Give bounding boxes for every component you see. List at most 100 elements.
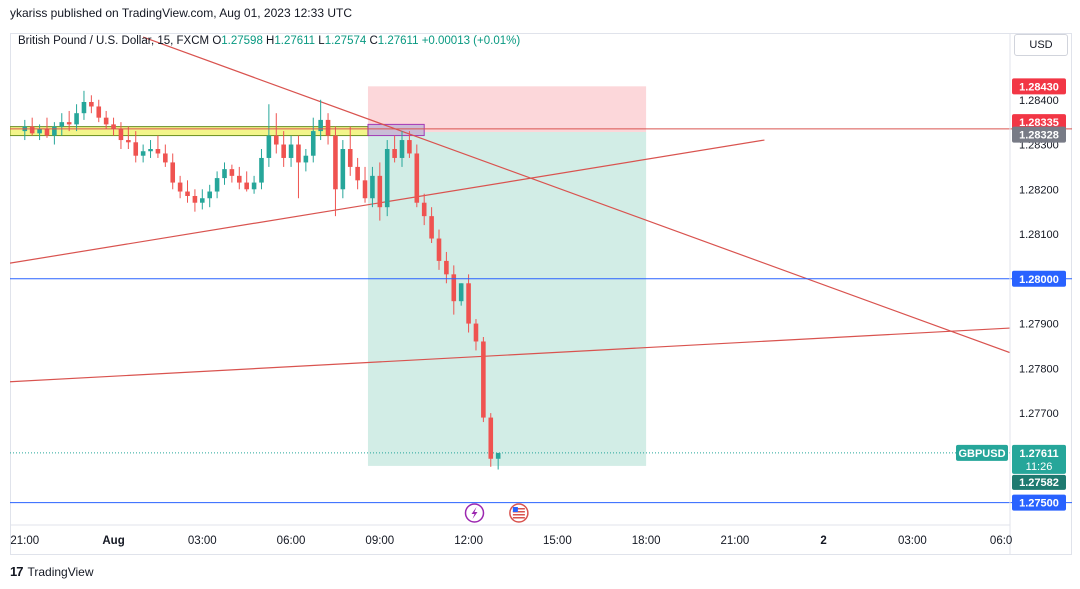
candle-body-15 [133, 142, 139, 156]
candle-17 [148, 140, 153, 158]
candle-body-44 [347, 149, 353, 167]
candle-61 [473, 319, 479, 351]
candle-body-61 [473, 323, 479, 342]
trendline-2 [142, 36, 1010, 354]
us-flag-icon[interactable] [509, 503, 529, 523]
candle-body-36 [288, 144, 294, 158]
candle-body-58 [451, 274, 457, 302]
candle-22 [185, 180, 190, 203]
x-tick-label-4: 09:00 [365, 535, 394, 547]
candle-body-27 [222, 169, 227, 179]
candle-19 [163, 144, 168, 167]
price-label-bg-3 [1012, 270, 1066, 287]
us-flag-stripe-3 [512, 517, 525, 519]
candle-body-37 [296, 144, 301, 163]
candle-23 [192, 189, 198, 212]
candle-36 [288, 135, 294, 167]
candle-body-53 [414, 153, 420, 203]
candle-body-1 [29, 126, 35, 134]
symbol-tag-bg [956, 444, 1008, 461]
price-label-text-4: 1.27500 [1019, 498, 1059, 510]
candle-body-41 [325, 119, 331, 136]
candle-body-22 [185, 191, 190, 196]
x-tick-label-6: 15:00 [543, 535, 572, 547]
y-tick-label-4: 1.27900 [1019, 319, 1059, 331]
lightning-icon-bolt [471, 507, 478, 519]
candle-47 [370, 166, 375, 208]
x-tick-label-1: Aug [102, 535, 124, 547]
x-tick-label-7: 18:00 [632, 535, 661, 547]
candle-body-4 [52, 126, 57, 136]
candle-body-50 [392, 149, 397, 158]
candle-38 [303, 149, 309, 172]
candle-34 [273, 113, 279, 154]
candle-0 [22, 119, 28, 141]
candle-48 [377, 162, 383, 221]
candle-body-40 [318, 119, 323, 132]
candle-42 [333, 126, 338, 217]
lightning-icon[interactable] [464, 503, 485, 523]
current-price-bg [1012, 444, 1066, 474]
candle-body-10 [96, 106, 102, 118]
candle-13 [118, 122, 124, 149]
candle-2 [37, 124, 42, 141]
candle-body-59 [458, 283, 464, 302]
candle-body-5 [59, 122, 65, 127]
candle-60 [466, 274, 471, 333]
price-label-4: 1.27500 [1012, 494, 1066, 511]
candle-7 [74, 104, 79, 132]
candle-31 [251, 175, 257, 194]
entry-box [367, 123, 425, 137]
legend-high-label: H [266, 35, 275, 47]
x-tick-label-2: 03:00 [188, 535, 217, 547]
candle-body-12 [111, 124, 116, 129]
legend-close-label: C [369, 35, 378, 47]
candle-6 [66, 110, 72, 132]
legend-close: 1.27611 [377, 35, 419, 47]
candle-46 [362, 166, 368, 203]
candle-9 [89, 95, 94, 114]
us-flag-canton [512, 507, 518, 512]
candle-body-46 [362, 180, 368, 199]
candle-body-39 [310, 131, 316, 156]
low-price-bg [1012, 474, 1066, 490]
legend-low: 1.27574 [324, 35, 367, 47]
x-tick-label-0: 21:00 [10, 535, 39, 547]
chart-frame [10, 33, 1072, 555]
candle-3 [44, 117, 50, 138]
footer-brand: TradingView [27, 564, 94, 579]
candle-body-18 [155, 149, 161, 154]
candle-body-48 [377, 175, 383, 208]
legend-open-label: O [212, 35, 222, 47]
legend-open: 1.27598 [221, 35, 263, 47]
candle-62 [481, 337, 486, 423]
candle-body-11 [103, 117, 109, 125]
candle-body-47 [370, 175, 375, 199]
candle-body-60 [466, 283, 471, 324]
us-flag-stripe-2 [512, 514, 525, 516]
currency-button[interactable]: USD [1014, 34, 1068, 56]
candle-body-30 [244, 182, 249, 190]
candle-body-6 [66, 122, 72, 125]
price-label-text-3: 1.28000 [1019, 274, 1059, 286]
candle-43 [340, 140, 346, 199]
x-tick-label-8: 21:00 [720, 535, 749, 547]
candle-51 [399, 131, 405, 167]
footer-logo[interactable]: 17 TradingView [10, 564, 94, 579]
us-flag-circle [509, 503, 529, 523]
x-tick-label-5: 12:00 [454, 535, 483, 547]
candle-body-34 [273, 135, 279, 145]
tradingview-logo-icon: 17 [10, 564, 24, 579]
candle-28 [229, 164, 235, 183]
x-tick-label-11: 06:0 [990, 535, 1012, 547]
candle-58 [451, 265, 457, 315]
candle-21 [177, 175, 183, 199]
price-label-bg-1 [1012, 114, 1066, 131]
candle-body-42 [333, 135, 338, 190]
candle-56 [436, 229, 442, 270]
candle-5 [59, 113, 65, 136]
candle-body-62 [481, 341, 486, 418]
candle-body-29 [236, 175, 242, 183]
candle-body-45 [355, 166, 360, 181]
